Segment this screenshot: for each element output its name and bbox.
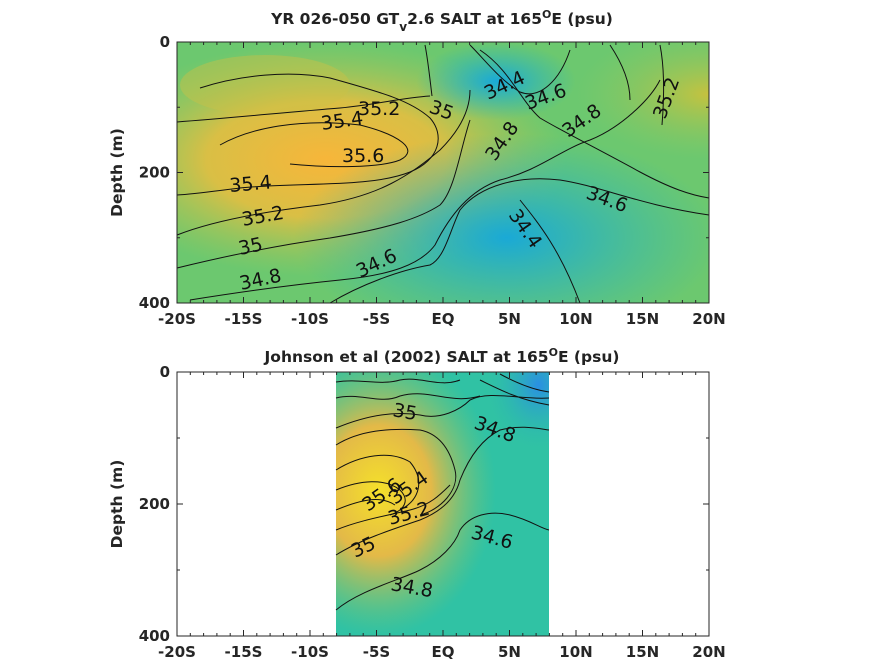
chart-1-y-tick-label: 400 (139, 294, 170, 312)
contour-label: 35.4 (229, 171, 273, 197)
chart-1-x-tick-label: 10N (559, 310, 592, 328)
chart-1-title: YR 026-050 GTv2.6 SALT at 165OE (psu) (270, 8, 613, 34)
chart-1-y-axis-label: Depth (m) (108, 128, 126, 217)
contour-label: 35 (391, 399, 419, 425)
chart-2-x-tick-label: -15S (225, 643, 263, 661)
chart-2-y-tick-label: 400 (139, 627, 170, 645)
chart-1-x-tick-label: EQ (432, 310, 455, 328)
chart-1-axes: -20S -15S -10S -5S EQ 5N 10N 15N 20N 0 200 400 Depth… (108, 33, 726, 328)
chart-1-x-tick-label: -5S (363, 310, 390, 328)
contour-label: 35 (236, 233, 264, 260)
chart-2-x-tick-label: 5N (498, 643, 521, 661)
chart-2-y-tick-label: 0 (160, 363, 170, 381)
chart-1-x-tick-label: -20S (158, 310, 196, 328)
chart-1-salinity-field (177, 42, 709, 303)
chart-2-y-tick-label: 200 (139, 495, 170, 513)
chart-1-x-tick-label: 20N (692, 310, 725, 328)
chart-2-x-tick-label: 15N (626, 643, 659, 661)
chart-2-contour-lines (335, 373, 550, 611)
chart-1-x-tick-label: 15N (626, 310, 659, 328)
chart-2-x-tick-label: -5S (363, 643, 390, 661)
chart-2-title: Johnson et al (2002) SALT at 165OE (psu) (264, 346, 620, 366)
chart-2-x-tick-label: -10S (291, 643, 329, 661)
contour-label: 35.6 (342, 145, 384, 167)
chart-2-x-tick-label: -20S (158, 643, 196, 661)
chart-2-plot-area: 35 34.8 35.6 35.4 35.2 34.6 35 34.8 -20S… (108, 363, 726, 661)
chart-1-plot-area: 34.4 34.6 35 35.2 35.2 35.4 35.6 34.8 34… (108, 33, 726, 328)
chart-1-contour-lines (176, 44, 710, 304)
chart-1-x-tick-label: -10S (291, 310, 329, 328)
chart-2-x-tick-label: EQ (432, 643, 455, 661)
chart-1-y-tick-label: 200 (139, 164, 170, 182)
chart-2-x-tick-label: 10N (559, 643, 592, 661)
chart-1-x-tick-label: -15S (225, 310, 263, 328)
contour-label: 35.2 (358, 98, 400, 120)
chart-1-y-tick-label: 0 (160, 33, 170, 51)
chart-2-axes: -20S -15S -10S -5S EQ 5N 10N 15N 20N 0 200 400 Depth… (108, 363, 726, 661)
chart-1-x-tick-label: 5N (498, 310, 521, 328)
chart-2-y-axis-label: Depth (m) (108, 460, 126, 549)
chart-2-x-tick-label: 20N (692, 643, 725, 661)
chart-2-salinity-field (336, 372, 549, 636)
